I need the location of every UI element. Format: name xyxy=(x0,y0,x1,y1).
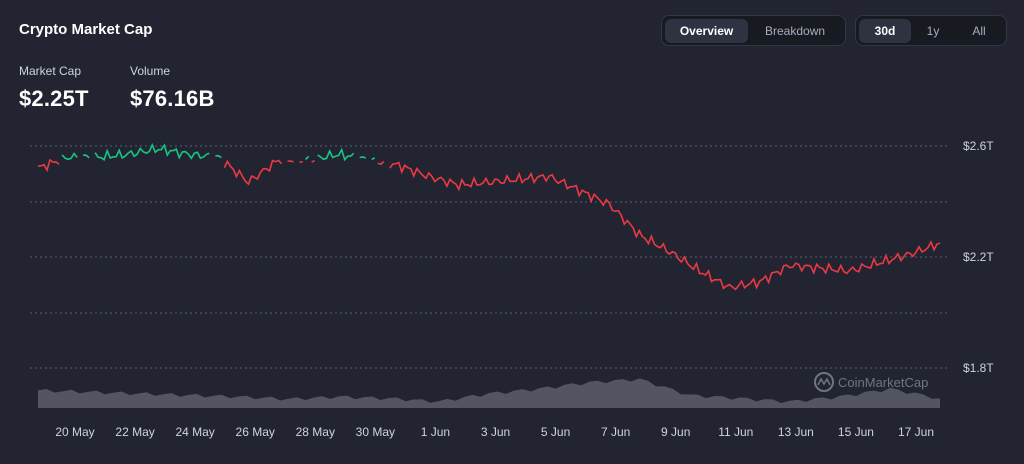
x-tick-label: 28 May xyxy=(296,425,335,439)
x-tick-label: 17 Jun xyxy=(898,425,934,439)
volume-area xyxy=(38,378,940,408)
market-cap-value: $2.25T xyxy=(19,86,89,111)
price-series xyxy=(37,143,941,291)
tab-overview[interactable]: Overview xyxy=(665,18,749,43)
page-title: Crypto Market Cap xyxy=(19,21,153,38)
series-line-down xyxy=(311,160,315,163)
tab-1y[interactable]: 1y xyxy=(926,23,940,38)
x-tick-label: 24 May xyxy=(175,425,214,439)
series-line-up xyxy=(83,154,90,159)
x-tick-label: 11 Jun xyxy=(718,425,753,439)
series-line-down xyxy=(223,159,283,186)
series-line-up xyxy=(317,147,355,162)
series-line-down xyxy=(299,160,303,164)
market-cap-label: Market Cap xyxy=(19,64,82,78)
x-tick-label: 22 May xyxy=(115,425,154,439)
x-tick-label: 15 Jun xyxy=(838,425,874,439)
series-line-down xyxy=(37,158,60,173)
tab-breakdown[interactable]: Breakdown xyxy=(765,23,826,38)
watermark: CoinMarketCap xyxy=(814,372,928,392)
tab-30d[interactable]: 30d xyxy=(859,18,911,43)
x-tick-label: 26 May xyxy=(236,425,275,439)
chart-grid xyxy=(30,145,948,369)
series-line-up xyxy=(61,152,78,161)
watermark-text: CoinMarketCap xyxy=(838,375,928,390)
series-line-up xyxy=(359,155,367,159)
y-tick-label: $2.6T xyxy=(963,139,994,153)
x-tick-label: 13 Jun xyxy=(778,425,814,439)
series-line-up xyxy=(94,143,210,161)
view-tabs: Overview Breakdown xyxy=(661,15,846,46)
x-tick-label: 3 Jun xyxy=(481,425,510,439)
market-cap-stat: Market Cap $2.25T xyxy=(19,64,89,112)
coinmarketcap-logo-icon xyxy=(814,372,834,392)
series-line-down xyxy=(389,161,941,291)
volume-label: Volume xyxy=(130,64,171,78)
coinmarketcap-logo-mark xyxy=(817,377,831,386)
x-tick-label: 30 May xyxy=(356,425,395,439)
series-line-up xyxy=(305,155,310,160)
x-tick-label: 1 Jun xyxy=(421,425,450,439)
series-line-down xyxy=(287,160,294,163)
x-tick-label: 9 Jun xyxy=(661,425,690,439)
x-tick-label: 7 Jun xyxy=(601,425,630,439)
series-line-down xyxy=(377,160,385,166)
tab-all[interactable]: All xyxy=(972,23,986,38)
volume-stat: Volume $76.16B xyxy=(130,64,215,112)
x-tick-label: 20 May xyxy=(55,425,94,439)
volume-value: $76.16B xyxy=(130,86,215,111)
y-tick-label: $2.2T xyxy=(963,250,994,264)
range-tabs: 30d 1y All xyxy=(855,15,1007,46)
series-line-up xyxy=(371,157,376,161)
x-tick-label: 5 Jun xyxy=(541,425,570,439)
y-tick-label: $1.8T xyxy=(963,361,994,375)
series-line-up xyxy=(215,154,222,159)
